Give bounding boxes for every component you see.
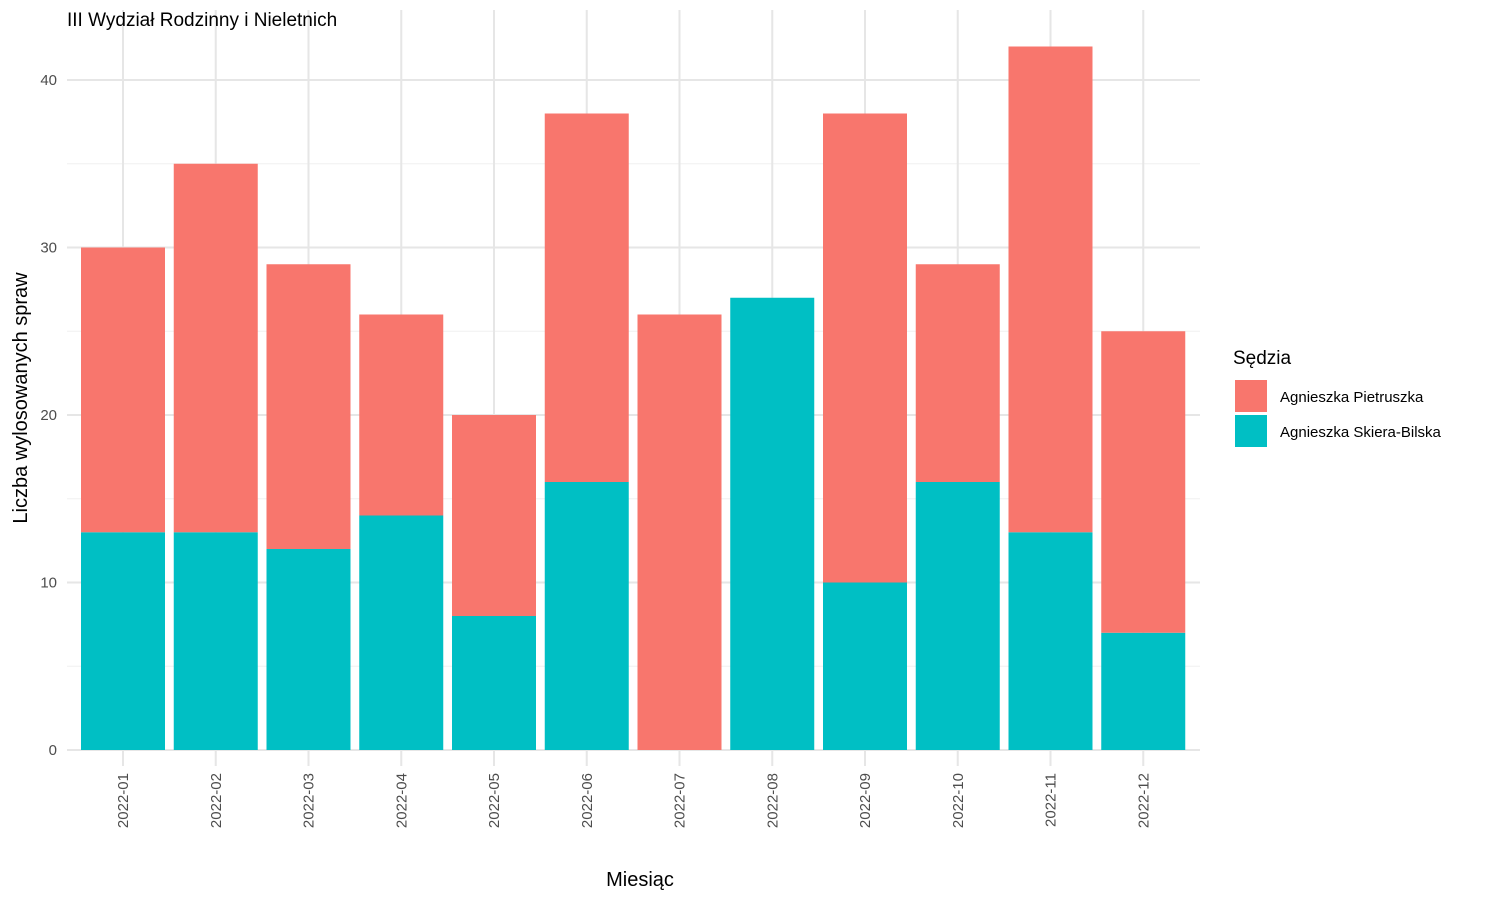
y-axis-title: Liczba wylosowanych spraw (10, 272, 32, 524)
y-tick-label: 20 (40, 407, 57, 424)
y-tick-label: 0 (49, 742, 57, 759)
x-tick-label: 2022-07 (672, 773, 689, 828)
legend-items: Agnieszka Pietruszka Agnieszka Skiera-Bil… (1235, 380, 1442, 447)
y-tick-label: 30 (40, 240, 57, 257)
legend: Sędzia Agnieszka Pietruszka Agnieszka Ski… (1233, 348, 1442, 447)
x-tick-label: 2022-09 (857, 773, 874, 828)
x-tick-label: 2022-12 (1135, 773, 1152, 828)
bars (81, 46, 1186, 750)
x-tick-label: 2022-11 (1043, 773, 1060, 827)
legend-label: Agnieszka Skiera-Bilska (1280, 424, 1442, 441)
bar-segment (173, 532, 258, 750)
bar-segment (544, 113, 629, 482)
chart-title: III Wydział Rodzinny i Nieletnich (67, 10, 337, 31)
x-tick-label: 2022-04 (393, 773, 410, 828)
x-axis-ticks: 2022-01 2022-02 2022-03 2022-04 2022-05 2022-… (115, 773, 1152, 828)
bar-segment (544, 482, 629, 750)
bar-segment (173, 163, 258, 533)
legend-swatch (1235, 380, 1267, 412)
x-tick-label: 2022-08 (764, 773, 781, 828)
bar-segment (1101, 331, 1186, 633)
x-tick-label: 2022-03 (301, 773, 318, 828)
x-tick-label: 2022-05 (486, 773, 503, 828)
bar-segment (1008, 46, 1093, 533)
bar-segment (81, 532, 165, 750)
y-axis-ticks: 0 10 20 30 40 (40, 72, 57, 759)
bar-segment (359, 515, 444, 750)
bar-segment (730, 297, 815, 750)
x-tick-label: 2022-02 (208, 773, 225, 828)
bar-segment (452, 616, 536, 750)
x-tick-label: 2022-06 (579, 773, 596, 828)
bar-segment (1008, 532, 1093, 750)
x-tick-label: 2022-10 (950, 773, 967, 828)
bar-segment (1101, 632, 1186, 750)
bar-segment (452, 415, 536, 616)
bar-segment (359, 314, 444, 516)
y-tick-label: 10 (40, 575, 57, 592)
legend-swatch (1235, 415, 1267, 447)
bar-segment (81, 247, 165, 533)
legend-title: Sędzia (1233, 348, 1292, 369)
y-tick-label: 40 (40, 72, 57, 89)
bar-segment (266, 549, 351, 750)
legend-label: Agnieszka Pietruszka (1280, 389, 1424, 406)
bar-segment (823, 113, 907, 583)
bar-segment (637, 314, 722, 750)
bar-segment (915, 264, 1000, 482)
x-axis-title: Miesiąc (606, 869, 674, 891)
bar-segment (915, 482, 1000, 750)
bar-segment (266, 264, 351, 549)
bar-segment (823, 582, 907, 750)
x-tick-label: 2022-01 (115, 773, 132, 828)
